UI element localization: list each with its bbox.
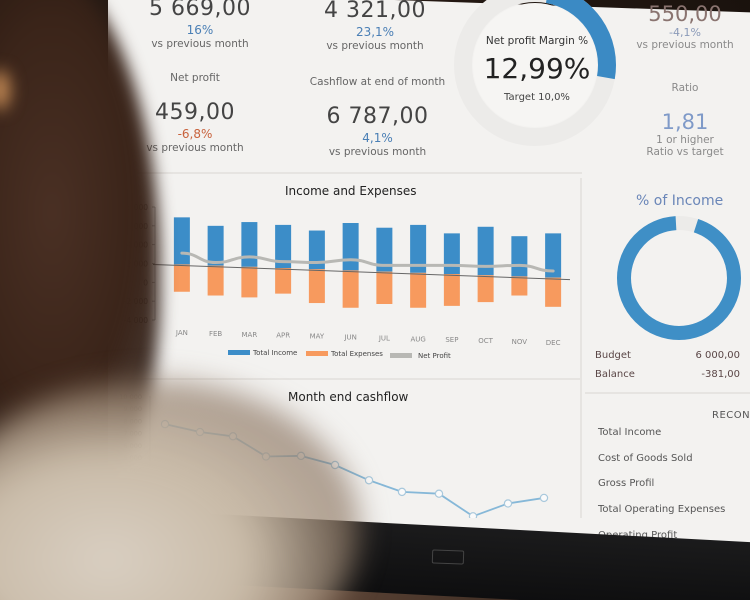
svg-text:Total Income: Total Income [252, 349, 297, 357]
kpi-top-right: 550,00 -4,1% vs previous month [625, 2, 745, 51]
kpi-expenses-value: 4 321,00 [324, 0, 426, 23]
balance-value: -381,00 [701, 369, 740, 380]
svg-text:AUG: AUG [410, 335, 425, 343]
kpi-expenses: 4 321,00 23,1% vs previous month [305, 0, 445, 52]
kpi-net-profit-change: -6,8% [177, 127, 213, 141]
balance-row: Balance -381,00 [595, 369, 740, 380]
recon-item: Gross Profil [598, 478, 655, 489]
divider [585, 392, 750, 394]
divider [112, 378, 582, 380]
svg-text:JUN: JUN [343, 334, 356, 342]
percent-of-income-donut [617, 216, 741, 340]
kpi-cashflow-change: 4,1% [362, 131, 393, 145]
svg-text:Net Profit: Net Profit [418, 352, 451, 360]
gauge-label: Net profit Margin % [485, 35, 589, 47]
kpi-top-right-change: -4,1% [669, 26, 701, 39]
svg-text:APR: APR [276, 332, 290, 340]
reconciliation-title: RECONC [712, 410, 750, 421]
kpi-net-profit-label: Net profit [170, 72, 220, 84]
svg-text:SEP: SEP [445, 336, 458, 344]
kpi-top-right-change-label: vs previous month [636, 39, 734, 51]
kpi-cashflow-value: 6 787,00 [326, 104, 429, 129]
divider [112, 172, 582, 174]
monitor-logo [431, 549, 465, 565]
recon-item: Cost of Goods Sold [598, 453, 693, 464]
svg-text:JAN: JAN [175, 329, 188, 337]
kpi-ratio-note2: Ratio vs target [646, 146, 724, 158]
balance-label: Balance [595, 369, 635, 380]
svg-text:JUL: JUL [378, 334, 390, 342]
kpi-net-profit-change-label: vs previous month [146, 142, 244, 154]
svg-text:MAY: MAY [310, 333, 325, 341]
net-profit-margin-gauge [454, 0, 616, 146]
person-ear [0, 70, 10, 110]
kpi-net-profit: Net profit 459,00 -6,8% vs previous mont… [140, 72, 250, 154]
budget-row: Budget 6 000,00 [595, 350, 740, 361]
svg-text:Total Expenses: Total Expenses [330, 350, 383, 358]
recon-item: Total Income [598, 427, 662, 438]
budget-label: Budget [595, 350, 631, 361]
gauge-value: 12,99% [483, 52, 591, 85]
kpi-ratio: Ratio 1,81 1 or higher Ratio vs target [625, 82, 745, 158]
recon-item: Total Operating Expenses [598, 504, 726, 515]
kpi-expenses-change: 23,1% [355, 25, 395, 39]
gauge-target: Target 10,0% [504, 92, 570, 103]
divider [580, 178, 582, 518]
income-expenses-title: Income and Expenses [285, 184, 417, 198]
kpi-net-profit-value: 459,00 [155, 100, 235, 125]
kpi-cashflow: Cashflow at end of month 6 787,00 4,1% v… [300, 76, 455, 158]
kpi-ratio-label: Ratio [671, 82, 699, 94]
kpi-cashflow-label: Cashflow at end of month [309, 76, 446, 88]
kpi-cashflow-change-label: vs previous month [328, 146, 427, 158]
cashflow-chart-title: Month end cashflow [288, 390, 409, 404]
kpi-income-change: 16% [186, 23, 214, 37]
kpi-ratio-value: 1,81 [661, 110, 709, 134]
kpi-income: 5 669,00 16% vs previous month [140, 0, 260, 50]
kpi-top-right-value: 550,00 [648, 2, 722, 26]
svg-text:MAR: MAR [242, 331, 258, 339]
budget-value: 6 000,00 [695, 350, 740, 361]
income-expenses-chart: 8 0006 0004 0002 0000-2 000-4 000JANFEBM… [124, 203, 571, 360]
percent-of-income-title: % of Income [636, 193, 724, 209]
kpi-ratio-note1: 1 or higher [656, 134, 714, 146]
kpi-income-change-label: vs previous month [151, 38, 249, 50]
svg-text:FEB: FEB [209, 330, 222, 338]
svg-text:OCT: OCT [478, 337, 493, 345]
svg-text:DEC: DEC [546, 339, 561, 347]
svg-text:NOV: NOV [512, 338, 528, 346]
kpi-expenses-change-label: vs previous month [326, 40, 424, 52]
kpi-income-value: 5 669,00 [149, 0, 251, 21]
